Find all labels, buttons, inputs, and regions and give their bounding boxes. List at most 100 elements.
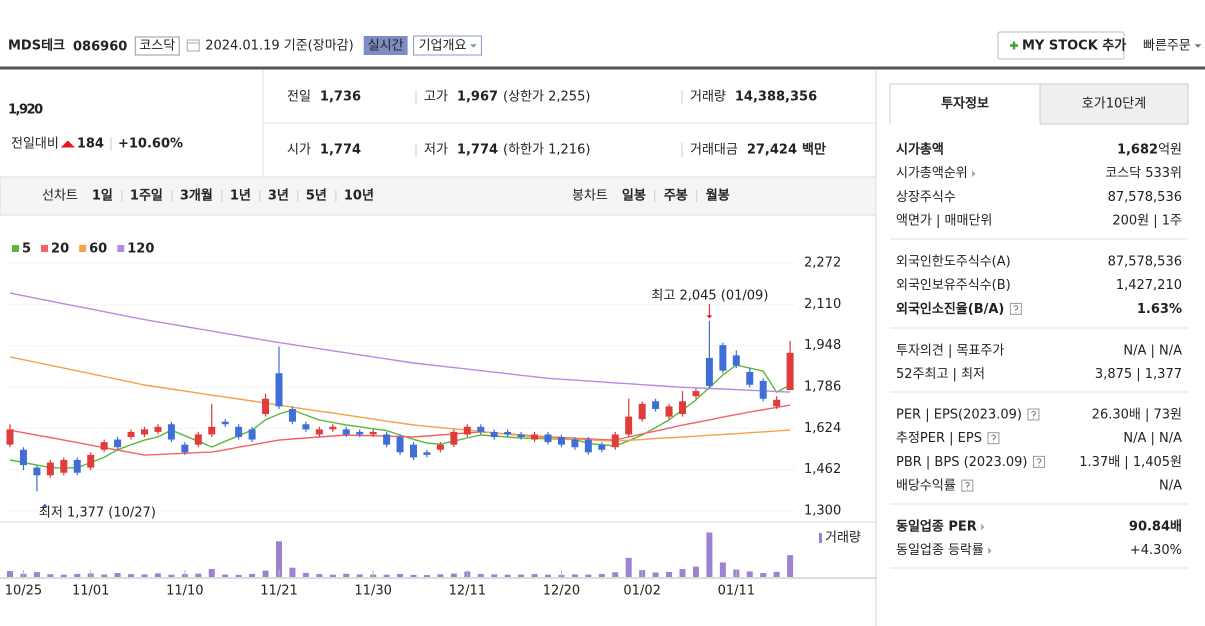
volume-bar	[706, 532, 713, 577]
info-label: 시가총액	[896, 142, 944, 158]
x-tick-label: 11/01	[72, 584, 109, 599]
candle-body	[531, 434, 539, 440]
candle-body	[652, 401, 660, 409]
my-stock-label[interactable]: MY STOCK 추가	[1022, 38, 1126, 54]
company-info-button[interactable]	[413, 35, 482, 56]
info-tab[interactable]	[889, 83, 1041, 125]
info-tab-label[interactable]: 투자정보	[941, 96, 989, 112]
candle-body	[114, 439, 122, 448]
realtime-button[interactable]	[363, 36, 408, 55]
low-annotation: 최저 1,377 (10/27)	[39, 506, 156, 521]
candle-body	[611, 434, 619, 448]
info-value: 87,578,536	[1108, 255, 1182, 270]
my-stock-button[interactable]	[997, 31, 1125, 60]
volume-bar	[571, 574, 578, 577]
info-value: 코스닥 533위	[1105, 166, 1182, 181]
help-glyph	[1013, 305, 1019, 314]
stat-label: 고가	[424, 90, 448, 105]
period-option[interactable]: 3년	[268, 189, 289, 204]
volume-bar	[316, 574, 323, 577]
info-value: 1.37배 | 1,405원	[1079, 455, 1182, 470]
stat-value: 14,388,356	[735, 90, 817, 105]
candle-body	[719, 345, 727, 371]
period-option[interactable]: 1일	[92, 189, 113, 204]
stat-value: 1,774	[457, 143, 498, 158]
legend-swatch	[79, 245, 87, 252]
info-tab[interactable]	[1039, 83, 1189, 125]
volume-bar	[692, 566, 699, 577]
y-tick-label: 1,300	[804, 504, 841, 519]
candle-body	[746, 371, 754, 385]
candle-body	[463, 426, 471, 435]
market-badge: 코스닥	[139, 39, 175, 54]
candle-body	[490, 431, 498, 438]
volume-bar	[208, 568, 215, 577]
candle-body	[410, 444, 417, 458]
candle-body	[584, 439, 592, 453]
y-tick-label: 1,786	[804, 380, 841, 395]
volume-bar	[195, 573, 202, 577]
candle-body	[396, 437, 404, 453]
volume-bar	[598, 573, 605, 577]
info-label: PBR | BPS (2023.09)	[896, 455, 1027, 470]
candle-body	[302, 424, 310, 430]
info-value: 26.30배 | 73원	[1092, 408, 1182, 423]
volume-bar	[477, 573, 484, 577]
volume-bar	[141, 574, 148, 577]
realtime-label[interactable]: 실시간	[368, 39, 404, 54]
candle-body	[73, 459, 81, 473]
candle-body	[342, 429, 350, 435]
quick-order[interactable]: 빠른주문	[1143, 39, 1191, 54]
volume-bar	[531, 574, 538, 577]
candle-body	[557, 437, 565, 445]
x-tick-label: 11/21	[260, 584, 297, 599]
info-label: 외국인소진율(B/A)	[896, 301, 1004, 317]
company-info-label[interactable]: 기업개요	[419, 39, 467, 54]
period-option[interactable]: 3개월	[180, 188, 213, 204]
candle-body	[127, 431, 135, 438]
candle-option[interactable]: 일봉	[622, 189, 646, 204]
y-tick-label: 1,948	[804, 338, 841, 353]
legend-label: 60	[89, 242, 107, 257]
low-arrow-head	[41, 503, 48, 507]
y-tick-label: 2,272	[804, 256, 841, 271]
stat-label: 시가	[287, 143, 311, 158]
legend-swatch	[41, 245, 49, 252]
candle-option[interactable]: 주봉	[664, 189, 688, 204]
row-arrow	[988, 547, 992, 555]
period-option[interactable]: 1년	[230, 189, 251, 204]
volume-bar	[329, 574, 336, 577]
candle-body	[786, 352, 794, 391]
period-option[interactable]: 5년	[306, 189, 327, 204]
info-value: N/A | N/A	[1123, 344, 1182, 359]
stat-value: 1,967	[457, 90, 498, 105]
candle-option[interactable]: 월봉	[706, 188, 730, 204]
candle-body	[369, 431, 377, 435]
volume-bar	[504, 574, 511, 577]
volume-bar	[585, 574, 592, 577]
high-arrow-head	[706, 315, 713, 319]
help-glyph	[1036, 458, 1042, 467]
volume-bar	[773, 571, 780, 577]
info-label: 52주최고 | 최저	[896, 367, 985, 382]
info-value: 1.63%	[1137, 302, 1182, 317]
volume-bar	[47, 574, 54, 577]
candle-body	[705, 357, 713, 386]
period-option[interactable]: 10년	[344, 189, 374, 204]
info-value: 1,427,210	[1116, 278, 1182, 293]
volume-bar	[423, 575, 430, 577]
stat-unit: 백만	[802, 142, 826, 158]
candle-body	[517, 434, 525, 438]
legend-label: 120	[127, 242, 154, 257]
y-tick-label: 2,110	[804, 297, 841, 312]
period-option[interactable]: 1주일	[130, 189, 163, 204]
volume-bar	[491, 574, 498, 577]
candle-body	[436, 444, 444, 450]
candle-body	[504, 431, 512, 435]
stat-value: 27,424	[747, 143, 797, 158]
volume-bar	[545, 574, 551, 577]
info-value: N/A	[1159, 479, 1182, 494]
change-pct: +10.60%	[118, 137, 183, 152]
candle-body	[598, 444, 606, 450]
info-tab-label[interactable]: 호가10단계	[1082, 97, 1146, 112]
